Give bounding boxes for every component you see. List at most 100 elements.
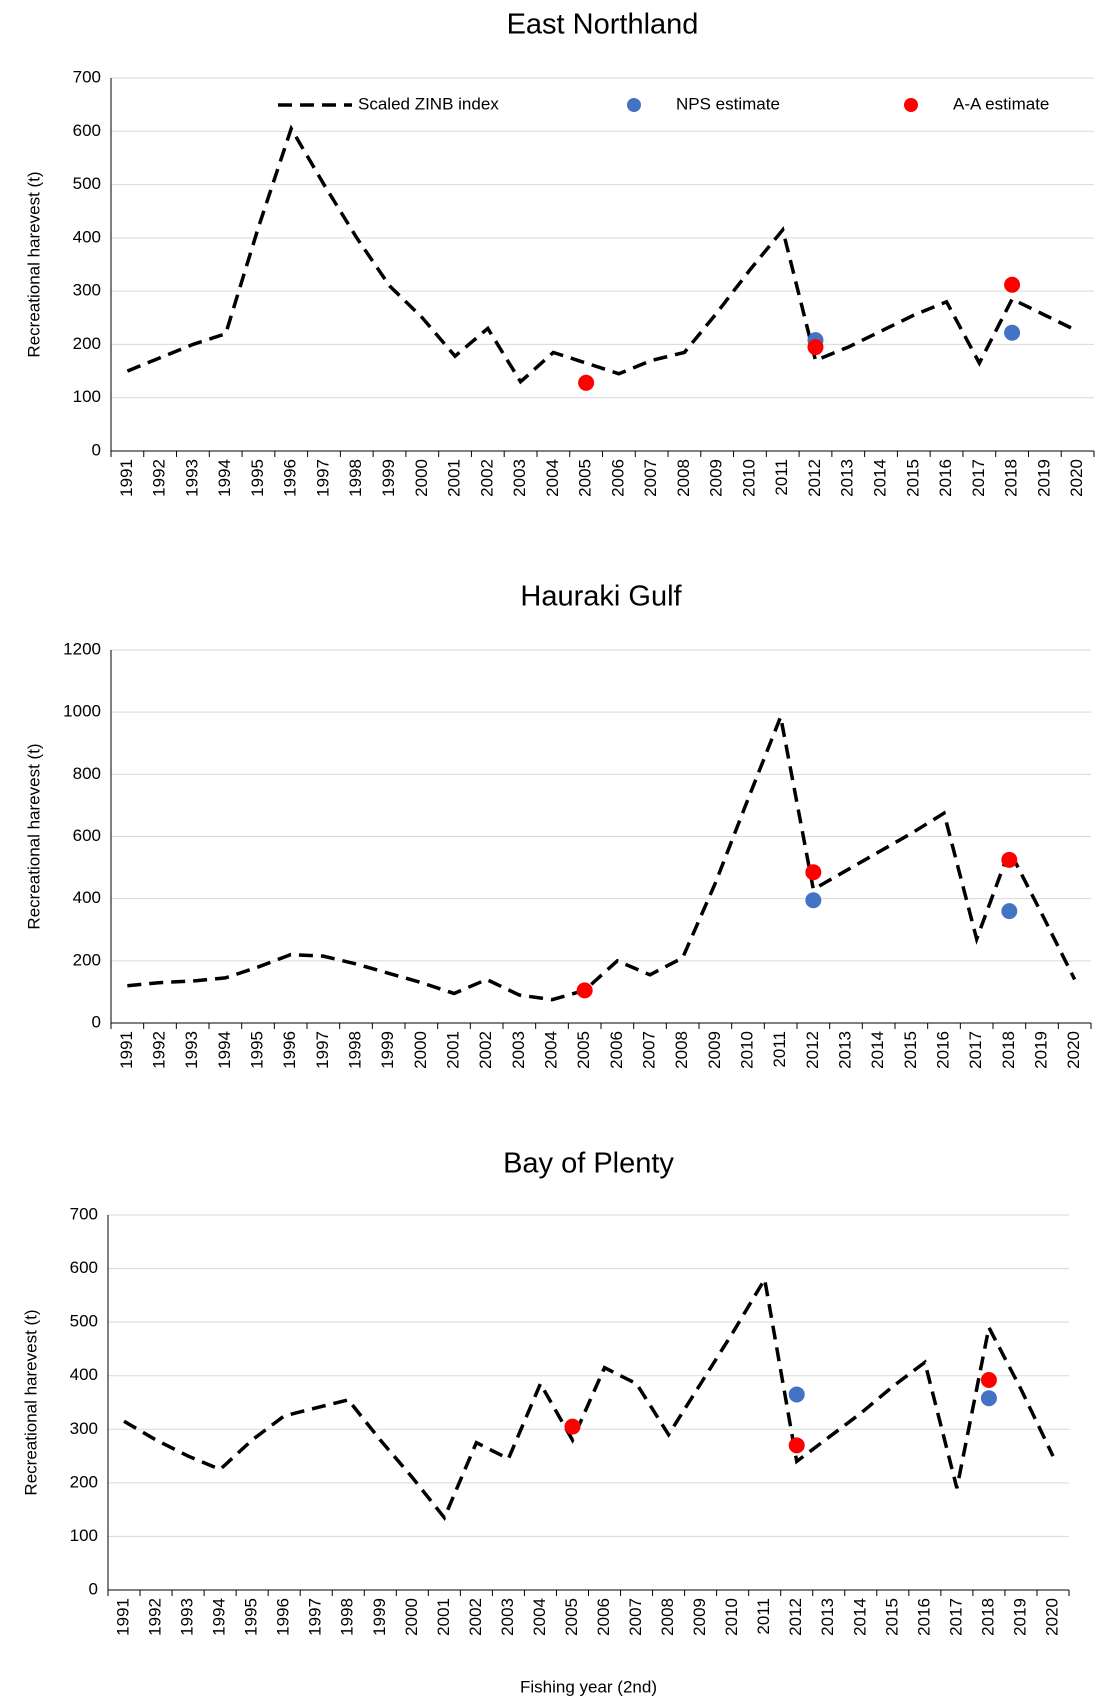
x-tick-label: 1992 <box>149 1031 168 1069</box>
x-tick-label: 2000 <box>402 1598 421 1636</box>
x-tick-label: 2010 <box>722 1598 741 1636</box>
x-tick-label: 2014 <box>850 1598 869 1636</box>
x-tick-label: 1995 <box>242 1598 261 1636</box>
x-tick-label: 2017 <box>969 459 988 497</box>
x-tick-label: 2020 <box>1067 459 1086 497</box>
x-tick-label: 2002 <box>466 1598 485 1636</box>
x-tick-label: 1994 <box>215 459 234 497</box>
x-tick-label: 2000 <box>412 459 431 497</box>
x-tick-label: 1998 <box>338 1598 357 1636</box>
line-series <box>126 124 1079 385</box>
x-tick-label: 2004 <box>530 1598 549 1636</box>
point <box>1001 851 1018 868</box>
x-tick-label: 2001 <box>443 1031 462 1069</box>
x-tick-label: 2017 <box>946 1598 965 1636</box>
y-tick-label: 800 <box>73 764 101 783</box>
x-tick-label: 2011 <box>770 1031 789 1068</box>
x-tick-label: 2004 <box>541 1031 560 1069</box>
point <box>1001 903 1018 920</box>
x-tick-label: 2016 <box>914 1598 933 1636</box>
point <box>1004 324 1021 341</box>
legend-label: A-A estimate <box>953 94 1049 113</box>
x-tick-label: 2002 <box>476 1031 495 1069</box>
x-tick-label: 2008 <box>672 1031 691 1069</box>
x-tick-label: 2010 <box>739 459 758 497</box>
x-tick-label: 2003 <box>498 1598 517 1636</box>
x-tick-label: 2018 <box>999 1031 1018 1069</box>
point <box>807 339 824 356</box>
y-tick-label: 200 <box>73 334 101 353</box>
legend-label: Scaled ZINB index <box>358 94 499 113</box>
x-tick-label: 1992 <box>146 1598 165 1636</box>
point <box>788 1386 805 1403</box>
x-tick-label: 1996 <box>281 459 300 497</box>
x-tick-label: 2010 <box>737 1031 756 1069</box>
x-tick-label: 2007 <box>626 1598 645 1636</box>
x-tick-label: 2007 <box>639 1031 658 1069</box>
chart-title: East Northland <box>507 9 699 41</box>
x-tick-label: 2013 <box>838 459 857 497</box>
x-tick-label: 2001 <box>445 459 464 497</box>
x-tick-label: 1991 <box>117 459 136 497</box>
x-tick-label: 2017 <box>966 1031 985 1069</box>
y-tick-label: 0 <box>92 1012 101 1031</box>
x-tick-label: 2004 <box>543 459 562 497</box>
chart-title: Hauraki Gulf <box>520 581 682 613</box>
y-tick-label: 700 <box>70 1204 98 1223</box>
x-tick-label: 1996 <box>274 1598 293 1636</box>
y-axis-label: Recreational harevest (t) <box>24 171 43 357</box>
x-tick-label: 1993 <box>178 1598 197 1636</box>
x-tick-label: 2020 <box>1042 1598 1061 1636</box>
x-tick-label: 2016 <box>933 1031 952 1069</box>
y-tick-label: 600 <box>73 121 101 140</box>
x-tick-label: 2009 <box>707 459 726 497</box>
x-tick-label: 1995 <box>247 1031 266 1069</box>
x-tick-label: 2015 <box>882 1598 901 1636</box>
x-tick-label: 2018 <box>978 1598 997 1636</box>
x-tick-label: 2014 <box>868 1031 887 1069</box>
x-tick-label: 1994 <box>210 1598 229 1636</box>
chart-title: Bay of Plenty <box>503 1148 674 1180</box>
x-tick-label: 2019 <box>1010 1598 1029 1636</box>
x-tick-label: 2012 <box>803 1031 822 1069</box>
line-series <box>123 1274 1055 1522</box>
y-tick-label: 500 <box>73 174 101 193</box>
x-tick-label: 2012 <box>786 1598 805 1636</box>
x-tick-label: 2015 <box>903 459 922 497</box>
y-axis-label: Recreational harevest (t) <box>21 1309 40 1495</box>
x-tick-label: 1999 <box>378 1031 397 1069</box>
point <box>805 864 822 881</box>
x-tick-label: 2003 <box>510 459 529 497</box>
x-tick-label: 1996 <box>280 1031 299 1069</box>
x-tick-label: 1993 <box>182 1031 201 1069</box>
x-tick-label: 2019 <box>1034 459 1053 497</box>
y-tick-label: 100 <box>73 387 101 406</box>
x-tick-label: 2005 <box>562 1598 581 1636</box>
point <box>1004 276 1021 293</box>
x-axis-label: Fishing year (2nd) <box>520 1677 657 1696</box>
x-tick-label: 1997 <box>313 459 332 497</box>
x-tick-label: 2006 <box>607 1031 626 1069</box>
x-tick-label: 1991 <box>114 1598 133 1636</box>
x-tick-label: 2005 <box>574 1031 593 1069</box>
x-tick-label: 2011 <box>772 459 791 496</box>
point <box>576 982 593 999</box>
x-tick-label: 2011 <box>754 1598 773 1635</box>
y-tick-label: 0 <box>92 440 101 459</box>
y-tick-label: 300 <box>70 1419 98 1438</box>
legend-swatch <box>627 98 641 112</box>
x-tick-label: 2006 <box>608 459 627 497</box>
y-tick-label: 1000 <box>63 702 101 721</box>
y-tick-label: 700 <box>73 67 101 86</box>
y-tick-label: 300 <box>73 281 101 300</box>
x-tick-label: 1997 <box>306 1598 325 1636</box>
x-tick-label: 2009 <box>705 1031 724 1069</box>
x-tick-label: 1999 <box>379 459 398 497</box>
x-tick-label: 2014 <box>871 459 890 497</box>
x-tick-label: 2003 <box>509 1031 528 1069</box>
legend-swatch <box>904 98 918 112</box>
point <box>788 1437 805 1454</box>
point <box>980 1372 997 1388</box>
x-tick-label: 1999 <box>370 1598 389 1636</box>
